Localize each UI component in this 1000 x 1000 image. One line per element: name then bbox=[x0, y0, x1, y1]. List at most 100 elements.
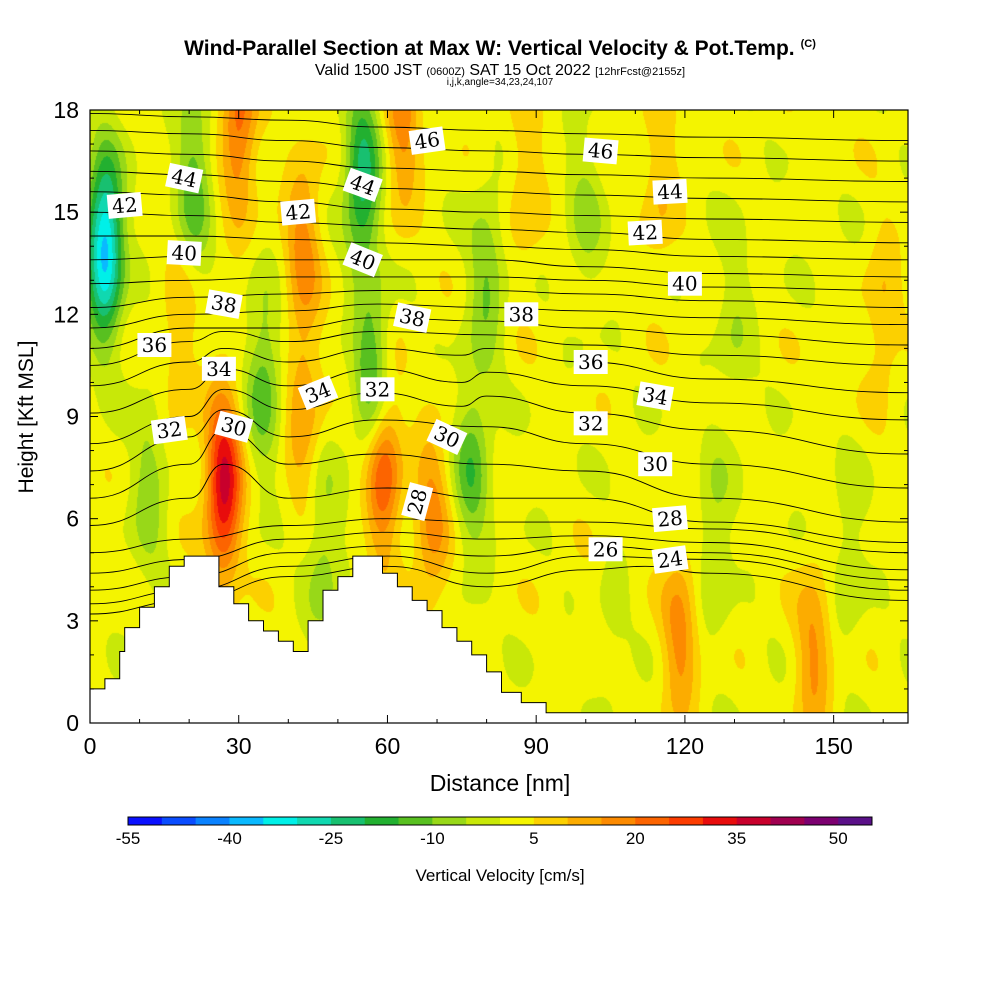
contour-label-box bbox=[651, 545, 689, 574]
contour-label-32: 32 bbox=[150, 415, 188, 445]
contour-label-box bbox=[627, 219, 663, 246]
contour-label-box bbox=[342, 167, 383, 202]
contour-label-text: 26 bbox=[593, 537, 618, 561]
contour-label-box bbox=[588, 537, 623, 562]
colorbar: -55 -40 -25 -10 5 20 35 50 bbox=[116, 816, 873, 848]
colorbar-tick-label: -10 bbox=[420, 829, 445, 848]
contour-label-box bbox=[342, 242, 383, 278]
colorbar-swatch bbox=[500, 817, 535, 825]
colorbar-swatch bbox=[838, 817, 873, 825]
isentrope-46 bbox=[90, 129, 908, 162]
contour-label-32: 32 bbox=[573, 411, 608, 436]
contour-label-box bbox=[150, 415, 188, 445]
colorbar-frame bbox=[127, 816, 873, 826]
contour-label-box bbox=[582, 137, 619, 165]
contour-label-26: 26 bbox=[588, 537, 623, 562]
colorbar-tick-label: -25 bbox=[319, 829, 344, 848]
valid-date: SAT 15 Oct 2022 bbox=[469, 62, 591, 79]
contour-label-42: 42 bbox=[280, 198, 317, 226]
y-tick-label: 12 bbox=[53, 301, 79, 327]
contour-label-box bbox=[636, 381, 675, 411]
y-tick-label: 18 bbox=[53, 97, 79, 123]
contour-label-box bbox=[214, 410, 254, 443]
contour-label-box bbox=[393, 302, 432, 333]
x-tick-label: 150 bbox=[814, 733, 852, 759]
contour-label-42: 42 bbox=[627, 219, 663, 246]
y-tick-label: 9 bbox=[66, 404, 79, 430]
y-tick-label: 6 bbox=[66, 506, 79, 532]
isentrope-40 bbox=[90, 255, 908, 278]
contour-label-38: 38 bbox=[205, 289, 243, 319]
contour-label-text: 44 bbox=[169, 164, 199, 193]
contour-label-38: 38 bbox=[504, 302, 539, 327]
colorbar-tick-label: 20 bbox=[626, 829, 645, 848]
contour-label-text: 42 bbox=[284, 199, 311, 225]
colorbar-swatch bbox=[601, 817, 636, 825]
colorbar-swatch bbox=[263, 817, 298, 825]
isentrope-42 bbox=[90, 211, 908, 244]
contour-label-text: 46 bbox=[587, 138, 614, 164]
contour-label-text: 38 bbox=[209, 290, 238, 318]
contour-label-text: 34 bbox=[206, 357, 231, 381]
x-axis-label: Distance [nm] bbox=[430, 770, 571, 796]
contour-label-box bbox=[573, 411, 608, 436]
contour-label-44: 44 bbox=[165, 162, 204, 194]
contour-label-text: 42 bbox=[632, 220, 659, 245]
contour-label-box bbox=[165, 162, 204, 194]
chart-subtitle: Valid 1500 JST (0600Z) SAT 15 Oct 2022 [… bbox=[0, 62, 1000, 80]
colorbar-swatch bbox=[669, 817, 704, 825]
contour-label-box bbox=[573, 350, 608, 374]
colorbar-tick-label: -40 bbox=[217, 829, 242, 848]
contour-label-box bbox=[280, 198, 317, 226]
colorbar-swatch bbox=[466, 817, 501, 825]
isentrope-32 bbox=[90, 388, 908, 455]
y-axis-label: Height [Kft MSL] bbox=[15, 341, 38, 494]
isentrope-43 bbox=[90, 191, 908, 223]
contour-label-box bbox=[401, 482, 434, 522]
colorbar-tick-label: -55 bbox=[116, 829, 141, 848]
isentrope-36 bbox=[90, 317, 908, 349]
colorbar-swatch bbox=[533, 817, 569, 825]
x-tick-label: 0 bbox=[84, 733, 97, 759]
contour-label-40: 40 bbox=[166, 240, 202, 266]
contour-label-box bbox=[408, 126, 446, 155]
section-params: i,j,k,angle=34,23,24,107 bbox=[446, 77, 554, 88]
contour-label-46: 46 bbox=[408, 126, 446, 155]
contour-label-text: 38 bbox=[509, 302, 534, 326]
contour-label-text: 24 bbox=[656, 546, 685, 573]
isentrope-30 bbox=[90, 429, 908, 523]
colorbar-tick-label: 5 bbox=[529, 829, 538, 848]
contour-label-box bbox=[205, 289, 243, 319]
colorbar-swatch bbox=[364, 817, 399, 825]
colorbar-swatch bbox=[702, 817, 738, 825]
chart-title: Wind-Parallel Section at Max W: Vertical… bbox=[184, 37, 816, 60]
terrain bbox=[90, 555, 908, 723]
contour-label-text: 36 bbox=[142, 333, 167, 357]
contour-label-text: 30 bbox=[642, 452, 667, 476]
isentrope-31 bbox=[90, 409, 908, 489]
contour-label-text: 32 bbox=[365, 377, 390, 401]
contour-label-box bbox=[426, 418, 468, 455]
contour-label-text: 28 bbox=[656, 506, 683, 532]
contour-label-text: 40 bbox=[672, 272, 697, 296]
contour-label-36: 36 bbox=[137, 333, 172, 357]
contour-label-40: 40 bbox=[667, 271, 702, 296]
contour-label-34: 34 bbox=[636, 381, 675, 411]
contour-label-box bbox=[201, 356, 236, 381]
contour-label-text: 32 bbox=[155, 416, 184, 443]
isentrope-44 bbox=[90, 170, 908, 203]
contour-label-36: 36 bbox=[573, 350, 608, 374]
copyright-mark: (C) bbox=[800, 38, 816, 50]
isentrope-39 bbox=[90, 276, 908, 291]
colorbar-swatch bbox=[432, 817, 467, 825]
contour-label-box bbox=[137, 333, 172, 357]
contour-label-text: 46 bbox=[413, 127, 442, 154]
contour-label-box bbox=[166, 240, 202, 266]
contour-label-28: 28 bbox=[401, 482, 434, 522]
contour-label-text: 40 bbox=[171, 240, 198, 265]
isentrope-37 bbox=[90, 303, 908, 329]
contour-label-text: 38 bbox=[397, 303, 427, 332]
contour-label-box bbox=[652, 505, 688, 533]
colorbar-swatch bbox=[736, 817, 771, 825]
contour-label-text: 34 bbox=[641, 382, 670, 410]
